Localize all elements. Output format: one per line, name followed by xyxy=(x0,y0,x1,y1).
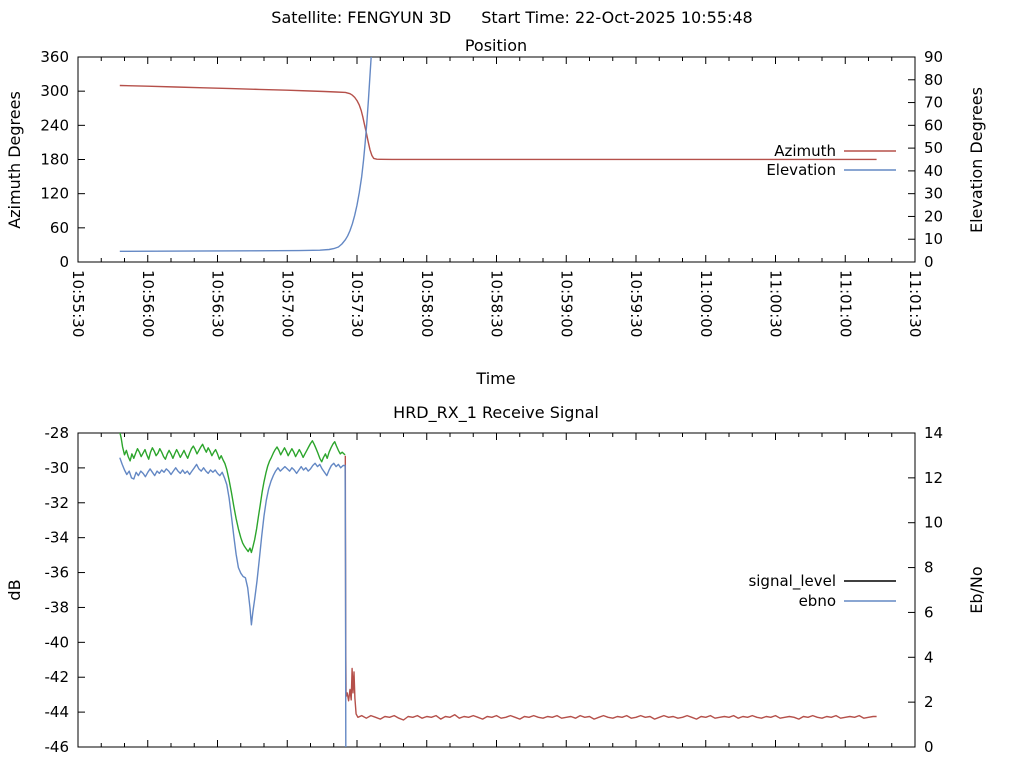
y-tick-label-right: 40 xyxy=(924,162,943,180)
y-tick-label-left: 180 xyxy=(40,151,69,169)
elevation-axis-title: Elevation Degrees xyxy=(967,87,986,233)
y-tick-label-left: 0 xyxy=(59,253,69,271)
y-tick-label-left: -42 xyxy=(45,668,70,686)
plot-frame xyxy=(77,432,916,748)
satellite-label: Satellite: FENGYUN 3D xyxy=(271,8,452,27)
y-tick-label-left: 300 xyxy=(40,82,69,100)
position-plot-area: 10:55:30 10:56:00 10:56:30 10:57:00 10:57:30… xyxy=(40,48,943,337)
y-tick-label-right: 80 xyxy=(924,71,943,89)
receive-signal-chart: HRD_RX_1 Receive Signal dB Eb/No -46-44-… xyxy=(5,403,986,756)
y-tick-label-left: -36 xyxy=(45,564,70,582)
receive-signal-plot-area: -46 -44 -42 -40 -38 -36 -34 -32 -30 -28 0 2 4 6 8 10 12 1… xyxy=(45,424,944,756)
y-tick-label-left: -38 xyxy=(45,598,70,616)
x-tick-label: 10:56:30 xyxy=(209,270,227,337)
y-tick-label-right: 0 xyxy=(924,738,934,756)
y-tick-label-left: -44 xyxy=(45,703,70,721)
y-tick-label-right: 90 xyxy=(924,48,943,66)
y-tick-label-left: -34 xyxy=(45,529,70,547)
position-chart: Position Azimuth Degrees Elevation Degre… xyxy=(5,36,986,388)
y-tick-label-right: 10 xyxy=(924,514,943,532)
signal-level-lost-line xyxy=(344,455,877,721)
x-tick-label: 10:58:00 xyxy=(418,270,436,337)
x-tick-label: 10:59:30 xyxy=(627,270,645,337)
legend-ebno-label: ebno xyxy=(799,592,836,610)
x-tick-label: 11:01:00 xyxy=(836,270,854,337)
x-tick-label: 11:01:30 xyxy=(906,270,924,337)
azimuth-axis-title: Azimuth Degrees xyxy=(5,91,24,229)
y-tick-label-right: 8 xyxy=(924,559,934,577)
y-tick-label-left: 360 xyxy=(40,48,69,66)
y-tick-label-right: 12 xyxy=(924,469,943,487)
y-tick-label-left: -40 xyxy=(45,633,70,651)
elevation-line xyxy=(119,57,372,252)
y-tick-label-right: 14 xyxy=(924,424,943,442)
x-tick-label: 10:55:30 xyxy=(69,270,87,337)
y-tick-label-left: -28 xyxy=(45,424,70,442)
start-time-label: Start Time: 22-Oct-2025 10:55:48 xyxy=(481,8,753,27)
db-axis-title: dB xyxy=(5,579,24,600)
y-tick-label-left: -32 xyxy=(45,494,70,512)
ebno-line xyxy=(119,457,347,747)
header: Satellite: FENGYUN 3D Start Time: 22-Oct… xyxy=(0,8,1024,27)
x-tick-label: 11:00:00 xyxy=(697,270,715,337)
y-tick-label-left: 60 xyxy=(50,219,69,237)
legend-elevation-label: Elevation xyxy=(766,161,836,179)
y-tick-label-left: -46 xyxy=(45,738,70,756)
x-tick-label: 10:58:30 xyxy=(488,270,506,337)
x-tick-label: 11:00:30 xyxy=(767,270,785,337)
y-tick-label-left: 240 xyxy=(40,116,69,134)
ebno-axis-title: Eb/No xyxy=(967,566,986,613)
time-axis-title: Time xyxy=(475,369,515,388)
y-tick-label-left: 120 xyxy=(40,185,69,203)
y-tick-label-right: 70 xyxy=(924,94,943,112)
y-tick-label-right: 6 xyxy=(924,603,934,621)
y-tick-label-right: 60 xyxy=(924,116,943,134)
position-legend: Azimuth Elevation xyxy=(766,142,896,179)
x-tick-label: 10:57:00 xyxy=(278,270,296,337)
position-chart-title: Position xyxy=(465,36,527,55)
y-tick-label-right: 30 xyxy=(924,185,943,203)
x-tick-label: 10:56:00 xyxy=(139,270,157,337)
legend-signal-level-label: signal_level xyxy=(748,572,836,591)
y-tick-label-left: -30 xyxy=(45,459,70,477)
y-tick-label-right: 0 xyxy=(924,253,934,271)
y-tick-label-right: 2 xyxy=(924,693,934,711)
signal-level-locked-line xyxy=(119,433,346,554)
y-tick-label-right: 20 xyxy=(924,207,943,225)
receive-signal-legend: signal_level ebno xyxy=(748,572,896,610)
receive-signal-chart-title: HRD_RX_1 Receive Signal xyxy=(393,403,599,423)
azimuth-line xyxy=(119,84,877,161)
y-tick-label-right: 4 xyxy=(924,648,934,666)
legend-azimuth-label: Azimuth xyxy=(774,142,836,160)
x-tick-label: 10:57:30 xyxy=(348,270,366,337)
y-tick-label-right: 10 xyxy=(924,230,943,248)
x-tick-label: 10:59:00 xyxy=(557,270,575,337)
y-tick-label-right: 50 xyxy=(924,139,943,157)
